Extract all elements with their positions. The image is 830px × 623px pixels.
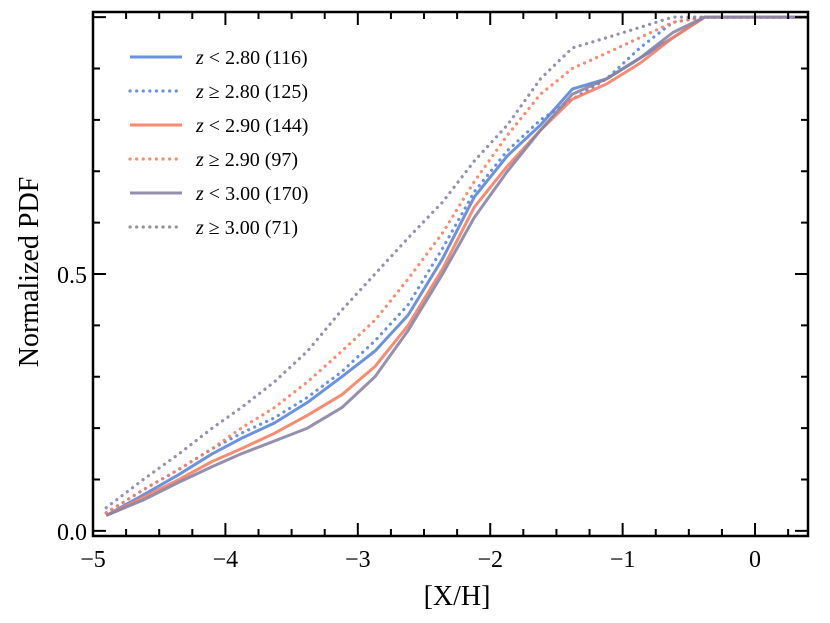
x-tick-label: −4 xyxy=(213,547,239,573)
y-axis-tick-labels: 0.0 0.5 xyxy=(57,263,87,546)
legend-item-3: z < 2.90 (144) xyxy=(130,115,308,137)
legend-rest: < 2.80 (116) xyxy=(204,47,308,69)
x-tick-label: −5 xyxy=(80,547,106,573)
x-axis-title: [X/H] xyxy=(424,581,491,612)
series-lines xyxy=(104,15,810,517)
legend-label: z < 2.90 (144) xyxy=(195,115,308,137)
x-axis-ticks xyxy=(92,12,790,536)
legend-label: z ≥ 2.90 (97) xyxy=(195,149,298,171)
x-axis-tick-labels: −5 −4 −3 −2 −1 0 xyxy=(80,547,761,573)
series-line-4 xyxy=(104,15,810,515)
legend-item-1: z < 2.80 (116) xyxy=(130,47,308,69)
legend-label: z ≥ 3.00 (71) xyxy=(195,217,298,239)
x-tick-label: −2 xyxy=(477,547,503,573)
legend-rest: ≥ 3.00 (71) xyxy=(204,217,298,239)
legend-var: z xyxy=(195,115,204,137)
legend-rest: < 3.00 (170) xyxy=(204,183,309,205)
legend-var: z xyxy=(195,149,204,171)
legend-rest: ≥ 2.80 (125) xyxy=(204,81,308,103)
series-line-5 xyxy=(105,15,808,517)
legend-label: z ≥ 2.80 (125) xyxy=(195,81,308,103)
legend-label: z < 2.80 (116) xyxy=(195,47,308,69)
y-axis-ticks xyxy=(93,16,808,532)
legend: z < 2.80 (116)z ≥ 2.80 (125)z < 2.90 (14… xyxy=(128,47,308,239)
y-axis-title: Normalized PDF xyxy=(14,177,45,368)
legend-rest: ≥ 2.90 (97) xyxy=(204,149,298,171)
series-line-3 xyxy=(105,15,808,517)
legend-var: z xyxy=(195,47,204,69)
legend-var: z xyxy=(195,81,204,103)
legend-rest: < 2.90 (144) xyxy=(204,115,309,137)
legend-label: z < 3.00 (170) xyxy=(195,183,308,205)
legend-var: z xyxy=(195,183,204,205)
x-tick-label: 0 xyxy=(749,547,761,573)
legend-var: z xyxy=(195,217,204,239)
legend-item-4: z ≥ 2.90 (97) xyxy=(128,149,298,171)
x-tick-label: −1 xyxy=(610,547,636,573)
x-tick-label: −3 xyxy=(345,547,371,573)
legend-item-6: z ≥ 3.00 (71) xyxy=(128,217,298,239)
legend-item-5: z < 3.00 (170) xyxy=(130,183,308,205)
y-tick-label: 0.5 xyxy=(57,263,87,289)
y-tick-label: 0.0 xyxy=(57,520,87,546)
legend-item-2: z ≥ 2.80 (125) xyxy=(128,81,308,103)
